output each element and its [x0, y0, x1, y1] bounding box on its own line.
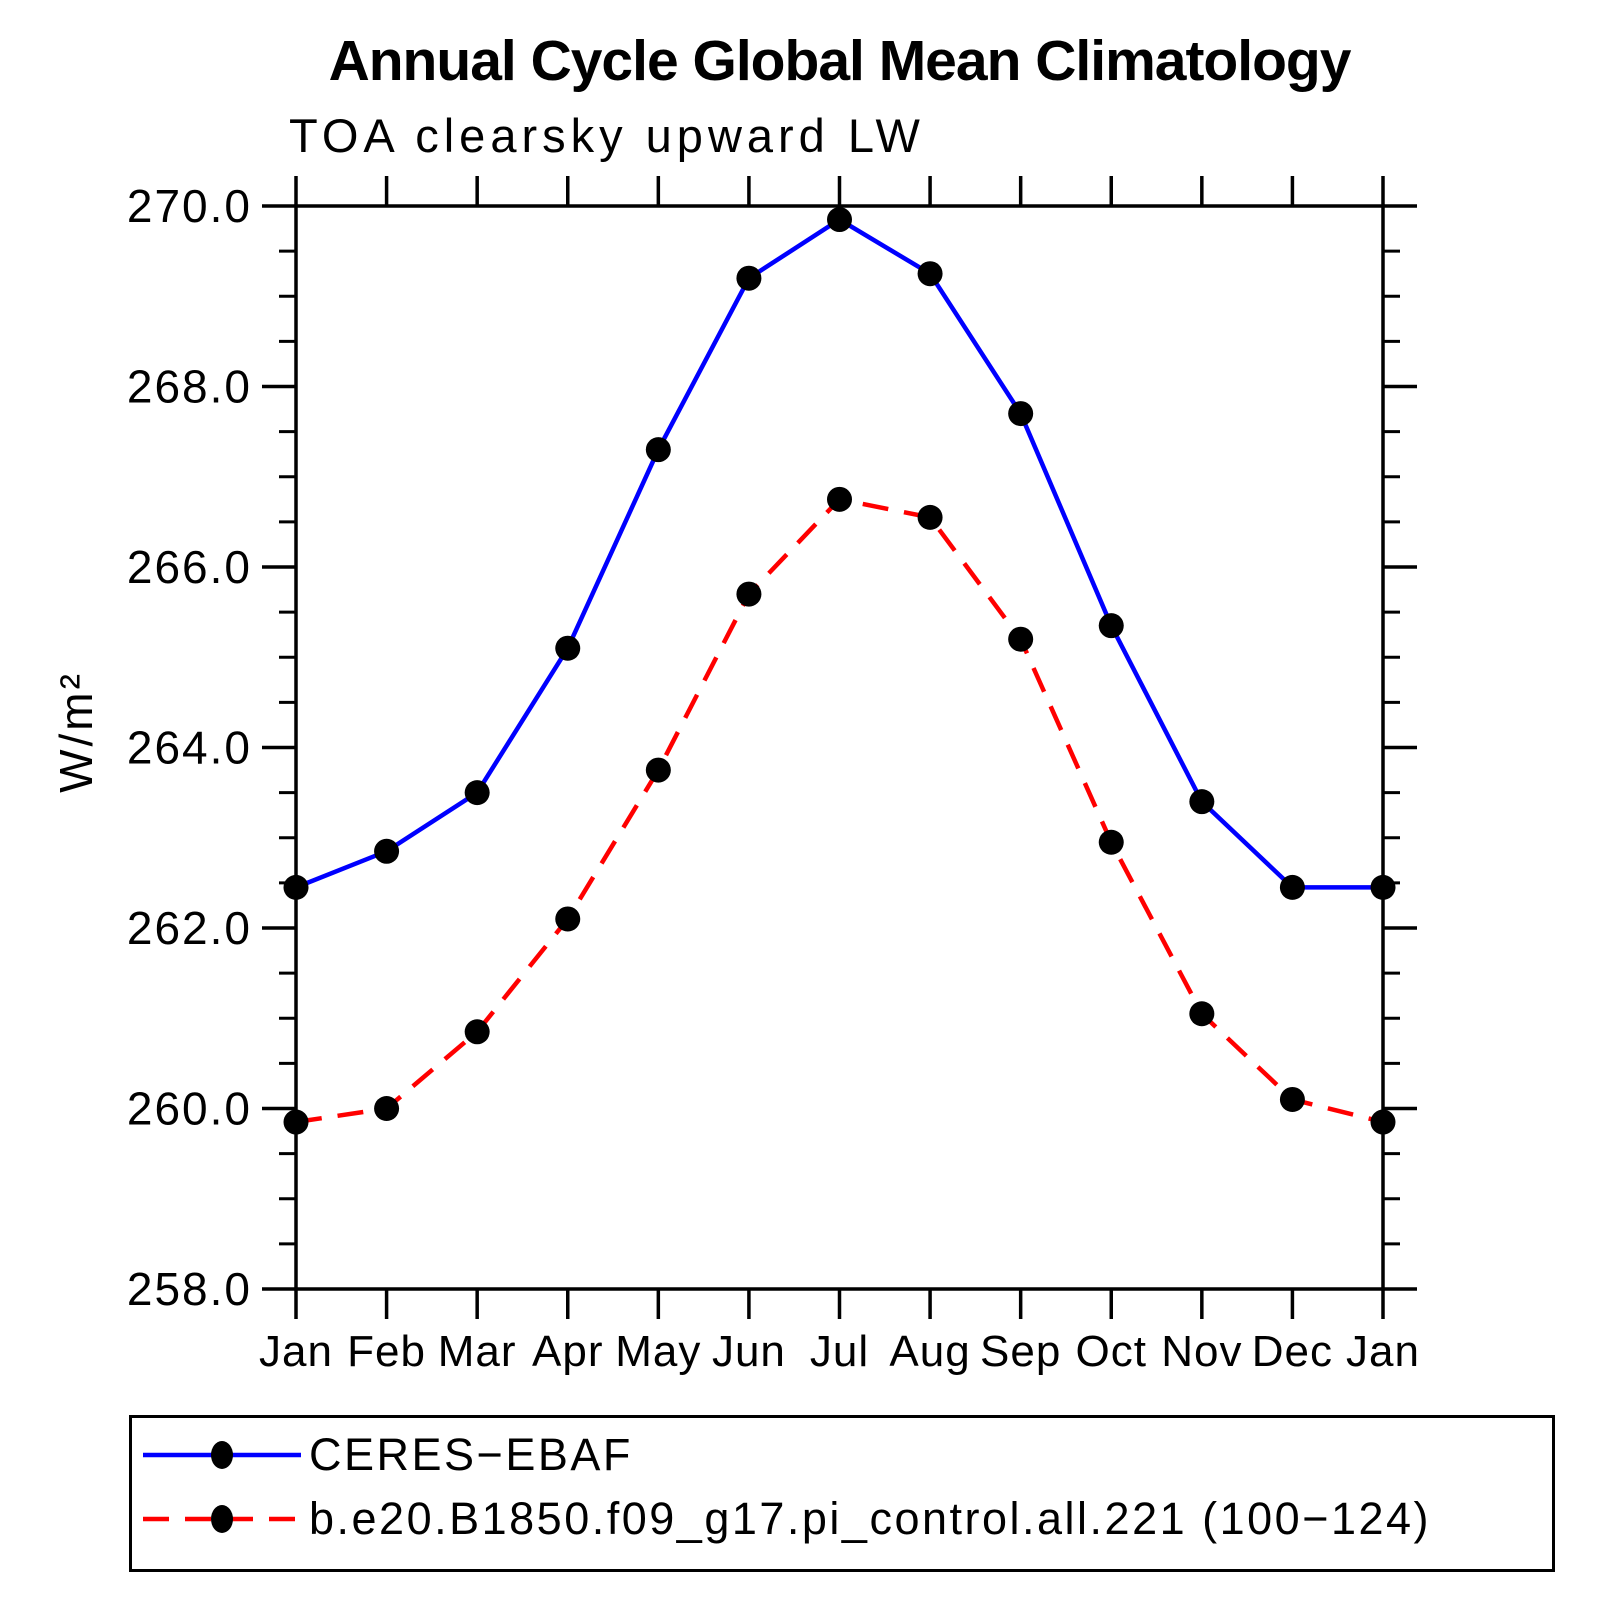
plot-border: [294, 204, 1385, 1291]
legend-marker-0: [211, 1441, 233, 1469]
data-point-series-1: [827, 486, 852, 512]
data-point-series-1: [1098, 829, 1124, 855]
data-point-series-1: [283, 1109, 309, 1135]
y-tick-label: 266.0: [127, 541, 252, 593]
legend-label-model: b.e20.B1850.f09_g17.pi_control.all.221 (…: [309, 1493, 1432, 1544]
data-point-series-0: [827, 207, 852, 233]
data-point-series-1: [374, 1096, 400, 1121]
data-point-series-1: [645, 757, 671, 783]
x-tick-label: Jun: [712, 1327, 786, 1376]
data-point-series-0: [374, 838, 400, 864]
x-tick-label: Mar: [438, 1327, 517, 1376]
y-tick-label: 262.0: [127, 902, 252, 954]
x-tick-label: Dec: [1252, 1327, 1333, 1376]
data-point-series-1: [1279, 1086, 1305, 1112]
chart-title: Annual Cycle Global Mean Climatology: [328, 29, 1352, 93]
x-tick-label: Nov: [1161, 1327, 1242, 1376]
x-tick-label: Jan: [1346, 1327, 1420, 1376]
data-point-series-0: [645, 437, 671, 463]
data-point-series-1: [736, 581, 762, 607]
data-point-series-0: [1370, 874, 1396, 900]
x-tick-label: Apr: [532, 1327, 603, 1376]
y-tick-label: 268.0: [127, 361, 252, 413]
legend-line-sample-ceres-ebaf: [143, 1441, 301, 1469]
legend-item-model: b.e20.B1850.f09_g17.pi_control.all.221 (…: [139, 1496, 1552, 1542]
data-point-series-1: [1370, 1109, 1396, 1135]
data-point-series-1: [555, 906, 581, 932]
legend-item-ceres-ebaf: CERES−EBAF: [139, 1432, 1552, 1478]
data-point-series-1: [1008, 626, 1034, 652]
data-point-series-0: [1279, 874, 1305, 900]
legend-label-ceres-ebaf: CERES−EBAF: [309, 1429, 633, 1480]
data-point-series-0: [555, 635, 581, 661]
data-point-series-1: [464, 1019, 490, 1045]
x-tick-label: Oct: [1076, 1327, 1147, 1376]
x-tick-label: May: [615, 1327, 701, 1376]
legend-box: CERES−EBAF b.e20.B1850.f09_g17.pi_contro…: [129, 1415, 1555, 1572]
series-line-0: [295, 216, 1383, 890]
data-point-series-1: [1189, 1001, 1215, 1027]
data-point-series-0: [1189, 789, 1215, 815]
x-tick-label: Jan: [259, 1327, 333, 1376]
y-tick-label: 258.0: [127, 1263, 252, 1315]
data-point-series-0: [736, 265, 762, 291]
series-line-1: [295, 496, 1384, 1125]
legend-line-sample-model: [143, 1505, 301, 1533]
x-tick-label: Feb: [347, 1327, 426, 1376]
x-tick-label: Jul: [810, 1327, 869, 1376]
legend-marker-1: [211, 1505, 233, 1533]
y-tick-label: 264.0: [127, 722, 252, 774]
y-tick-label: 270.0: [127, 180, 252, 232]
x-tick-label: Sep: [980, 1327, 1061, 1376]
x-tick-label: Aug: [889, 1327, 970, 1376]
data-point-series-1: [917, 504, 943, 530]
y-tick-label: 260.0: [127, 1083, 252, 1135]
data-point-series-0: [464, 780, 490, 806]
chart-subtitle: TOA clearsky upward LW: [289, 109, 925, 162]
data-point-series-0: [283, 874, 309, 900]
data-point-series-0: [1008, 401, 1034, 427]
data-point-series-0: [1098, 613, 1124, 639]
data-point-series-0: [917, 261, 943, 287]
